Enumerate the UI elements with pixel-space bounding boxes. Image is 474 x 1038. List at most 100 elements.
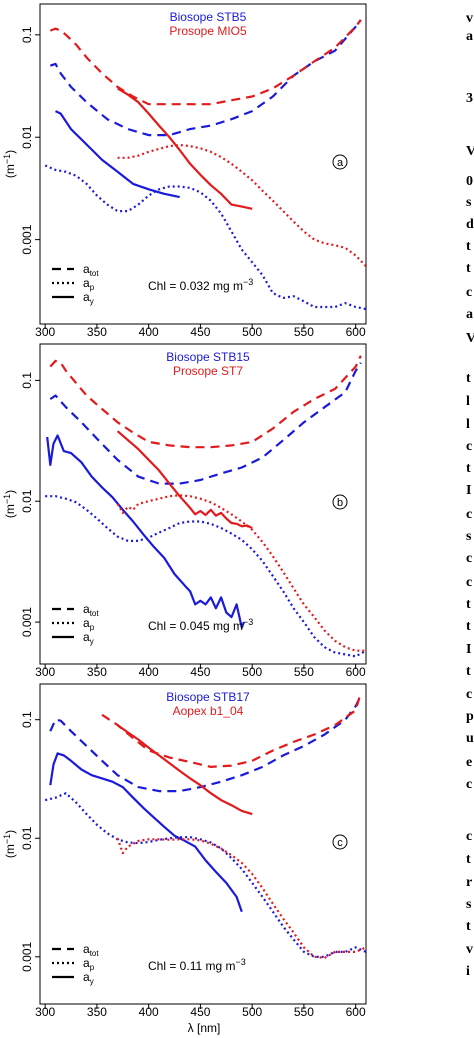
- x-tick-label: 500: [242, 325, 262, 339]
- cut-char: a: [466, 307, 473, 322]
- chl-text: Chl = 0.032 mg m: [148, 279, 243, 293]
- x-tick-label: 600: [346, 1005, 366, 1019]
- series-prosope-a_y: [116, 430, 253, 529]
- legend-prosope: Prosope ST7: [173, 364, 243, 378]
- cut-char: l: [466, 417, 470, 432]
- y-tick-label: 0.01: [20, 489, 34, 513]
- cut-char: c: [466, 777, 473, 792]
- series-prosope-a_tot: [101, 692, 362, 769]
- legend-label-subscript: tot: [90, 609, 100, 618]
- y-tick-label: 0.1: [20, 372, 34, 389]
- chl-exponent: −3: [243, 277, 253, 287]
- x-tick-label: 500: [242, 1005, 262, 1019]
- cut-char: c: [466, 507, 473, 522]
- y-axis-label: (m−1): [2, 830, 17, 858]
- series-biosope-a_tot: [49, 695, 362, 793]
- cut-char: c: [466, 439, 473, 454]
- legend-label-a_y: ay: [83, 970, 94, 986]
- cut-char: 3: [466, 91, 473, 106]
- plot-frame: [39, 343, 367, 665]
- cut-char: 0: [466, 174, 473, 189]
- y-axis-label: (m−1): [2, 490, 17, 518]
- cut-char: c: [466, 551, 473, 566]
- y-tick-label: 0.1: [20, 711, 34, 728]
- legend-label-base: a: [83, 262, 90, 276]
- cut-char: s: [466, 195, 472, 210]
- panel-label: b: [337, 497, 343, 509]
- cut-char: r: [466, 875, 473, 890]
- series-prosope-a_tot: [49, 355, 362, 449]
- legend-label-subscript: p: [90, 283, 95, 292]
- cut-char: u: [466, 731, 474, 746]
- panel-c: 300 350 400 450 500 550 600 0.001 0.01 0.1 (m−1) Bi…: [2, 683, 367, 1019]
- cut-char: s: [466, 897, 472, 912]
- x-tick-label: 400: [139, 325, 159, 339]
- legend-biosope: Biosope STB15: [166, 350, 250, 364]
- x-tick-label: 400: [139, 1005, 159, 1019]
- series-group: [44, 692, 366, 960]
- x-tick-label: 550: [294, 665, 314, 679]
- series-biosope-a_y: [55, 110, 180, 199]
- legend-label-base: a: [83, 276, 90, 290]
- series-biosope-a_p: [44, 792, 366, 958]
- panel-label: a: [337, 157, 344, 169]
- legend-label-subscript: tot: [90, 269, 100, 278]
- y-axis-label-close: ): [3, 830, 17, 834]
- legend-label-base: a: [83, 942, 90, 956]
- cropped-adjacent-text: v a 3 V 0 s d t t c a V t l l c t I c s …: [466, 0, 474, 1038]
- legend-label-subscript: y: [90, 637, 94, 646]
- y-axis-label-unit: (m: [3, 504, 17, 518]
- legend-label-subscript: p: [90, 963, 95, 972]
- legend-label-subscript: y: [90, 297, 94, 306]
- series-prosope-a_p: [116, 837, 366, 960]
- cut-char: I: [466, 642, 472, 657]
- cut-char: I: [466, 483, 472, 498]
- x-tick-label: 400: [139, 665, 159, 679]
- cut-char: t: [466, 597, 471, 612]
- y-tick-label: 0.1: [20, 26, 34, 43]
- cut-char: t: [466, 461, 471, 476]
- legend-label-subscript: tot: [90, 949, 100, 958]
- cut-char: V: [466, 144, 474, 159]
- cut-char: s: [466, 529, 472, 544]
- series-biosope-a_y: [46, 434, 245, 629]
- plot-frame: [39, 3, 367, 325]
- y-tick-label: 0.01: [20, 826, 34, 850]
- cut-char: V: [466, 331, 474, 346]
- plot-frame: [39, 683, 367, 1005]
- y-axis-label-close: ): [3, 490, 17, 494]
- series-biosope-a_p: [44, 164, 366, 311]
- y-tick-label: 0.01: [20, 125, 34, 149]
- legend-biosope: Biosope STB17: [166, 690, 250, 704]
- x-tick-label: 350: [87, 325, 107, 339]
- cut-char: c: [466, 575, 473, 590]
- series-prosope-a_y: [116, 724, 253, 816]
- y-axis-label-exponent: −1: [2, 154, 12, 164]
- x-tick-label: 350: [87, 665, 107, 679]
- legend-prosope: Aopex b1_04: [173, 704, 244, 718]
- cut-char: v: [466, 942, 473, 957]
- x-tick-label: 450: [190, 325, 210, 339]
- y-axis-label-exponent: −1: [2, 834, 12, 844]
- x-axis-label: λ [nm]: [188, 1021, 221, 1035]
- legend-label-a_y: ay: [83, 290, 94, 306]
- legend-label-subscript: y: [90, 977, 94, 986]
- cut-char: t: [466, 664, 471, 679]
- legend-label-a_p: ap: [83, 616, 95, 632]
- y-axis-label-exponent: −1: [2, 494, 12, 504]
- series-biosope-a_y: [49, 752, 243, 913]
- legend-label-subscript: p: [90, 623, 95, 632]
- panel-label-circle: [332, 834, 348, 850]
- chl-exponent: −3: [243, 617, 253, 627]
- cut-char: l: [466, 394, 470, 409]
- cut-char: d: [466, 217, 474, 232]
- cut-char: t: [466, 371, 471, 386]
- series-prosope-a_p: [116, 494, 366, 652]
- cut-char: t: [466, 852, 471, 867]
- cut-char: t: [466, 261, 471, 276]
- x-tick-label: 600: [346, 665, 366, 679]
- x-tick-label: 450: [190, 1005, 210, 1019]
- panel-a: 300 350 400 450 500 550 600 0.001 0.01 0.1 (m−1) Bi…: [2, 3, 367, 339]
- cut-char: c: [466, 285, 473, 300]
